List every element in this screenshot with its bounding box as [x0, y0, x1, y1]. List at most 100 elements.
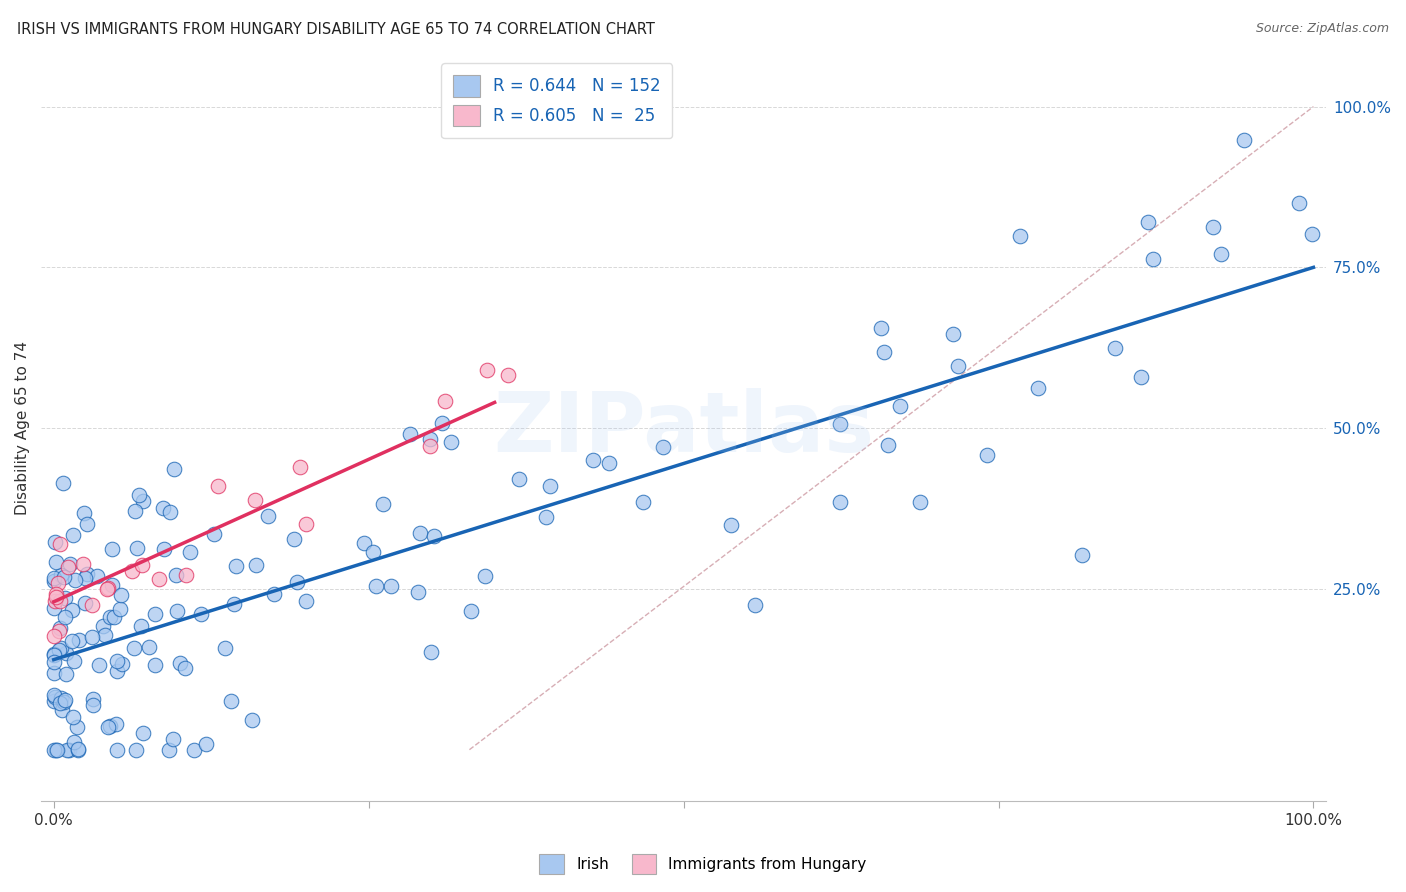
Point	[1130, 370, 1153, 384]
Point	[49, 691, 72, 706]
Point	[285, 575, 308, 590]
Point	[97, 581, 120, 595]
Point	[110, 588, 132, 602]
Point	[419, 645, 441, 659]
Point	[131, 558, 153, 572]
Point	[207, 479, 229, 493]
Point	[125, 541, 148, 555]
Point	[432, 416, 454, 430]
Legend: R = 0.644   N = 152, R = 0.605   N =  25: R = 0.644 N = 152, R = 0.605 N = 25	[441, 63, 672, 138]
Point	[948, 359, 970, 374]
Point	[67, 742, 90, 756]
Point	[89, 657, 111, 672]
Point	[202, 527, 225, 541]
Point	[73, 596, 96, 610]
Point	[53, 591, 76, 606]
Text: IRISH VS IMMIGRANTS FROM HUNGARY DISABILITY AGE 65 TO 74 CORRELATION CHART: IRISH VS IMMIGRANTS FROM HUNGARY DISABIL…	[17, 22, 655, 37]
Point	[183, 742, 205, 756]
Point	[1233, 133, 1256, 147]
Point	[66, 742, 89, 756]
Point	[98, 610, 121, 624]
Point	[419, 439, 441, 453]
Point	[49, 621, 72, 635]
Point	[49, 594, 72, 608]
Point	[52, 476, 75, 491]
Point	[194, 737, 217, 751]
Point	[240, 714, 263, 728]
Point	[60, 603, 83, 617]
Point	[42, 574, 65, 589]
Point	[263, 587, 285, 601]
Point	[128, 488, 150, 502]
Point	[101, 541, 124, 556]
Point	[56, 742, 79, 756]
Point	[423, 529, 446, 543]
Point	[42, 571, 65, 585]
Point	[105, 742, 128, 756]
Point	[124, 503, 146, 517]
Point	[62, 710, 84, 724]
Point	[830, 495, 852, 509]
Point	[163, 462, 186, 476]
Point	[105, 664, 128, 678]
Point	[222, 597, 245, 611]
Point	[176, 568, 198, 582]
Text: Source: ZipAtlas.com: Source: ZipAtlas.com	[1256, 22, 1389, 36]
Point	[51, 568, 73, 582]
Point	[1301, 227, 1323, 241]
Point	[1142, 252, 1164, 267]
Point	[162, 731, 184, 746]
Point	[1104, 341, 1126, 355]
Point	[159, 504, 181, 518]
Point	[45, 555, 67, 569]
Point	[153, 542, 176, 557]
Point	[651, 440, 673, 454]
Point	[100, 578, 122, 592]
Point	[42, 665, 65, 680]
Point	[59, 558, 82, 572]
Point	[219, 694, 242, 708]
Point	[157, 742, 180, 756]
Legend: Irish, Immigrants from Hungary: Irish, Immigrants from Hungary	[533, 848, 873, 880]
Point	[373, 497, 395, 511]
Point	[720, 518, 742, 533]
Point	[42, 629, 65, 643]
Point	[53, 693, 76, 707]
Point	[353, 536, 375, 550]
Point	[105, 716, 128, 731]
Point	[53, 695, 76, 709]
Point	[42, 742, 65, 756]
Point	[46, 576, 69, 591]
Point	[42, 688, 65, 702]
Point	[889, 400, 911, 414]
Point	[1136, 214, 1159, 228]
Point	[82, 698, 104, 712]
Point	[598, 456, 620, 470]
Y-axis label: Disability Age 65 to 74: Disability Age 65 to 74	[15, 341, 30, 516]
Point	[138, 640, 160, 655]
Point	[474, 569, 496, 583]
Point	[406, 585, 429, 599]
Point	[63, 654, 86, 668]
Point	[55, 666, 77, 681]
Point	[243, 493, 266, 508]
Point	[62, 735, 84, 749]
Point	[399, 426, 422, 441]
Point	[538, 479, 561, 493]
Point	[294, 516, 316, 531]
Point	[55, 646, 77, 660]
Point	[45, 591, 67, 605]
Point	[82, 691, 104, 706]
Text: ZIPatlas: ZIPatlas	[494, 388, 875, 468]
Point	[257, 509, 280, 524]
Point	[361, 544, 384, 558]
Point	[125, 742, 148, 756]
Point	[42, 648, 65, 662]
Point	[976, 448, 998, 462]
Point	[366, 579, 388, 593]
Point	[75, 571, 97, 585]
Point	[45, 742, 67, 756]
Point	[508, 472, 530, 486]
Point	[143, 657, 166, 672]
Point	[62, 528, 84, 542]
